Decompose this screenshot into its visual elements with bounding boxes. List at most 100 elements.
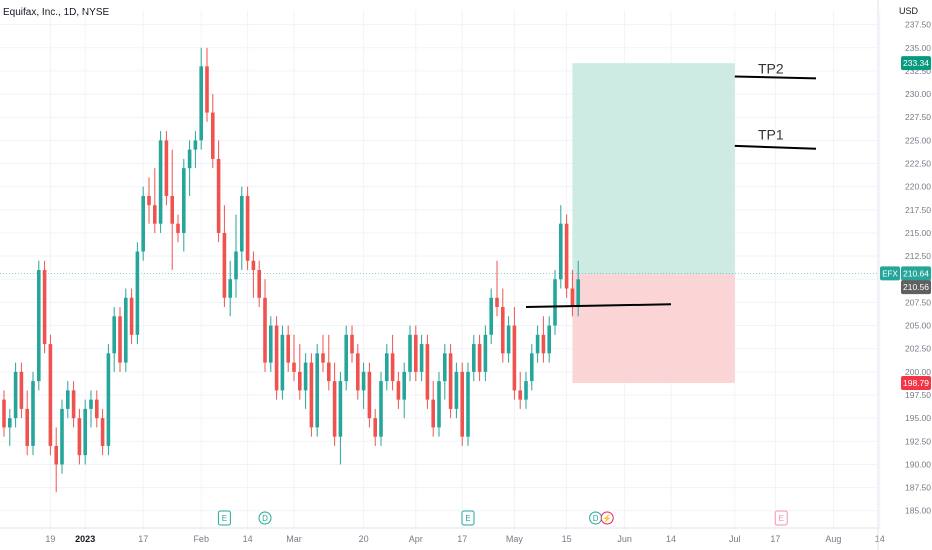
trend-line-support[interactable] — [525, 303, 672, 309]
candle-body[interactable] — [321, 353, 325, 363]
candle-body[interactable] — [309, 362, 314, 428]
candle-body[interactable] — [106, 353, 111, 446]
candle-body[interactable] — [466, 371, 470, 437]
candle-body[interactable] — [158, 140, 163, 224]
candle-body[interactable] — [541, 334, 546, 354]
candle-body[interactable] — [228, 279, 232, 298]
candle-body[interactable] — [263, 297, 267, 363]
candle-body[interactable] — [553, 279, 557, 326]
candle-body[interactable] — [350, 334, 354, 354]
candle-body[interactable] — [245, 195, 250, 261]
candle-body[interactable] — [251, 260, 256, 270]
candle-body[interactable] — [25, 408, 29, 446]
candle-body[interactable] — [257, 270, 261, 298]
candle-body[interactable] — [431, 399, 435, 428]
candle-body[interactable] — [95, 399, 99, 419]
candle-body[interactable] — [170, 195, 174, 224]
candle-body[interactable] — [2, 399, 6, 428]
candle-body[interactable] — [153, 205, 157, 224]
candle-body[interactable] — [547, 325, 551, 354]
candle-body[interactable] — [327, 362, 331, 382]
candle-body[interactable] — [89, 399, 93, 409]
candle-body[interactable] — [501, 307, 505, 354]
candle-body[interactable] — [379, 381, 383, 437]
candle-body[interactable] — [54, 445, 58, 465]
candle-body[interactable] — [419, 344, 424, 372]
candle-body[interactable] — [129, 297, 134, 335]
candle-body[interactable] — [385, 353, 389, 382]
candle-body[interactable] — [147, 195, 151, 206]
candle-body[interactable] — [396, 381, 401, 400]
candle-body[interactable] — [211, 112, 215, 159]
candle-body[interactable] — [495, 297, 499, 308]
candle-body[interactable] — [274, 325, 279, 391]
candle-body[interactable] — [448, 353, 453, 409]
candle-body[interactable] — [373, 418, 377, 437]
candle-body[interactable] — [66, 390, 70, 409]
candle-body[interactable] — [222, 232, 227, 298]
candle-body[interactable] — [402, 371, 406, 400]
position-profit-zone[interactable] — [572, 63, 735, 275]
candle-body[interactable] — [100, 418, 105, 446]
candle-body[interactable] — [361, 371, 366, 391]
candle-body[interactable] — [518, 390, 522, 400]
candle-body[interactable] — [344, 334, 348, 382]
candle-body[interactable] — [31, 381, 35, 446]
candle-body[interactable] — [187, 149, 192, 169]
candle-body[interactable] — [315, 353, 319, 428]
candle-body[interactable] — [135, 251, 140, 335]
candle-body[interactable] — [530, 353, 534, 382]
candle-body[interactable] — [8, 418, 12, 428]
dividend-event-icon[interactable] — [258, 511, 272, 525]
candle-body[interactable] — [356, 353, 360, 391]
candle-body[interactable] — [199, 66, 203, 141]
candle-body[interactable] — [477, 344, 482, 372]
candle-body[interactable] — [570, 288, 575, 308]
candle-body[interactable] — [48, 344, 53, 446]
candle-body[interactable] — [443, 353, 447, 382]
candle-body[interactable] — [124, 297, 128, 363]
candle-body[interactable] — [234, 251, 238, 280]
candle-body[interactable] — [42, 270, 47, 345]
earnings-event-icon[interactable] — [217, 510, 231, 526]
split-event-icon[interactable] — [600, 511, 614, 525]
candle-body[interactable] — [367, 371, 372, 419]
candle-body[interactable] — [77, 418, 82, 456]
candle-body[interactable] — [524, 381, 528, 400]
candle-body[interactable] — [414, 334, 418, 372]
candle-body[interactable] — [118, 316, 122, 363]
candle-body[interactable] — [425, 344, 430, 400]
candle-body[interactable] — [292, 362, 296, 372]
candle-body[interactable] — [298, 371, 302, 391]
candle-body[interactable] — [19, 371, 24, 409]
candle-body[interactable] — [280, 334, 285, 391]
candle-body[interactable] — [576, 279, 580, 308]
candle-body[interactable] — [472, 344, 476, 372]
candle-body[interactable] — [390, 353, 395, 382]
candle-body[interactable] — [489, 297, 493, 335]
candle-body[interactable] — [437, 381, 441, 428]
candle-body[interactable] — [286, 334, 290, 363]
trend-line-tp2[interactable] — [734, 75, 817, 80]
candle-body[interactable] — [193, 140, 198, 150]
candle-body[interactable] — [332, 381, 337, 437]
candle-body[interactable] — [182, 168, 186, 233]
candle-body[interactable] — [216, 158, 221, 233]
candle-body[interactable] — [164, 140, 169, 196]
earnings-event-icon[interactable] — [461, 510, 475, 526]
candle-body[interactable] — [60, 408, 64, 465]
candle-body[interactable] — [141, 195, 145, 252]
candle-body[interactable] — [512, 325, 517, 391]
candle-body[interactable] — [559, 223, 563, 280]
candle-body[interactable] — [240, 195, 244, 252]
candle-body[interactable] — [564, 223, 569, 289]
trend-line-tp1[interactable] — [734, 144, 817, 150]
candle-body[interactable] — [506, 325, 511, 354]
earnings-upcoming-event-icon[interactable] — [774, 510, 788, 526]
candle-body[interactable] — [483, 334, 488, 372]
candle-body[interactable] — [535, 334, 540, 354]
candle-body[interactable] — [408, 334, 412, 372]
candle-body[interactable] — [338, 381, 343, 437]
candle-body[interactable] — [269, 325, 273, 363]
candle-body[interactable] — [176, 223, 180, 233]
